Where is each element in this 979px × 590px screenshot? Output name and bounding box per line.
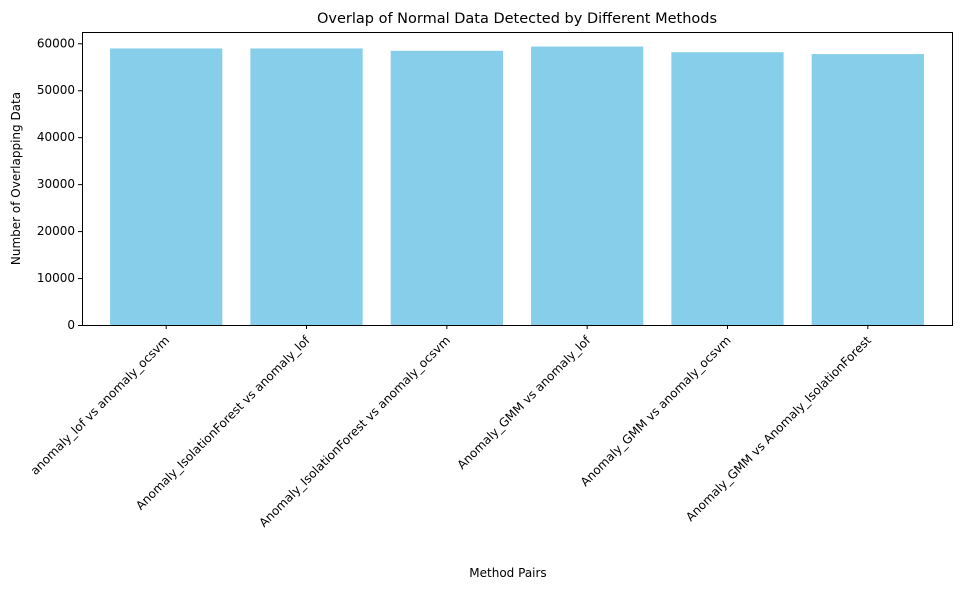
y-tick-label: 20000	[37, 224, 75, 238]
bars-group	[110, 46, 924, 326]
bar-5	[671, 52, 784, 325]
y-tick-label: 40000	[37, 130, 75, 144]
bar-4	[531, 46, 644, 325]
y-axis-label: Number of Overlapping Data	[9, 92, 23, 265]
bar-3	[390, 50, 503, 326]
y-tick-label: 60000	[37, 36, 75, 50]
y-axis-ticks: 0 10000 20000 30000 40000 50000 60000	[37, 36, 82, 332]
y-tick-label: 30000	[37, 177, 75, 191]
bar-2	[250, 48, 363, 325]
y-tick-label: 50000	[37, 83, 75, 97]
x-axis-ticks: anomaly_lof vs anomaly_ocsvmAnomaly_Isol…	[28, 325, 874, 530]
y-tick-label: 10000	[37, 271, 75, 285]
x-tick-label: Anomaly_IsolationForest vs anomaly_lof	[133, 333, 313, 513]
x-tick-label: Anomaly_GMM vs anomaly_lof	[454, 333, 593, 472]
x-tick-label: anomaly_lof vs anomaly_ocsvm	[28, 333, 173, 478]
x-tick-label: Anomaly_GMM vs anomaly_ocsvm	[578, 333, 734, 489]
bar-6	[811, 54, 924, 325]
bar-1	[110, 48, 223, 325]
y-tick-label: 0	[67, 318, 75, 332]
x-axis-label: Method Pairs	[469, 566, 546, 580]
chart-title: Overlap of Normal Data Detected by Diffe…	[317, 11, 717, 27]
plot-frame	[82, 32, 953, 326]
